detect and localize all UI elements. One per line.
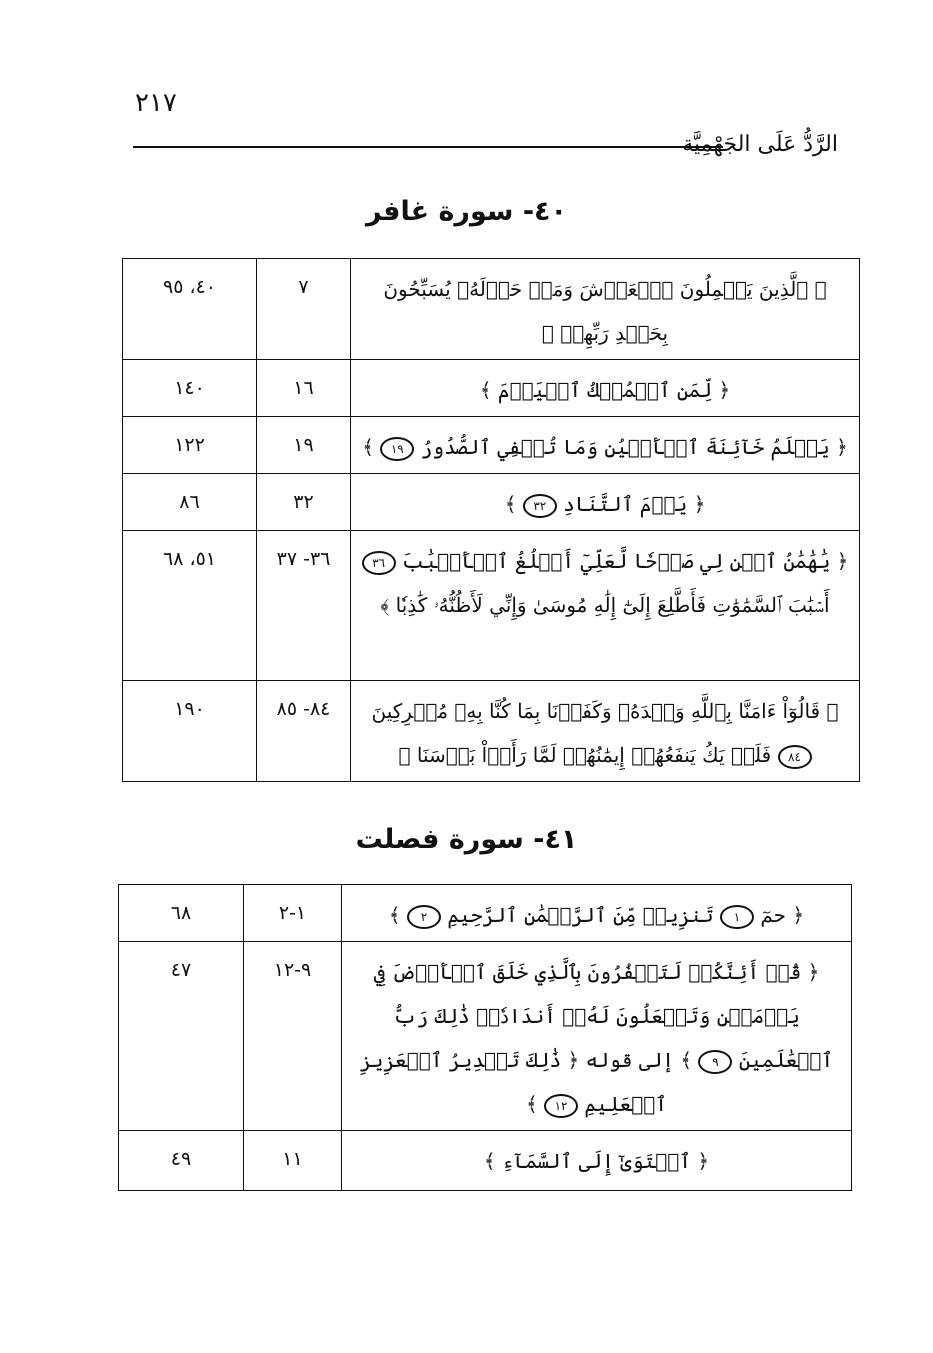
verse-text: ﴾ (504, 492, 517, 516)
verse-cell: ﴿ حمٓ ١ تَنزِيلٞ مِّنَ ٱلرَّحۡمَٰنِ ٱلرَ… (341, 884, 852, 942)
verse-table: ﴿ حمٓ ١ تَنزِيلٞ مِّنَ ٱلرَّحۡمَٰنِ ٱلرَ… (118, 884, 852, 1191)
page-references: ١٢٢ (122, 416, 257, 474)
verse-text: ﴿ ٱلَّذِينَ يَحۡمِلُونَ ٱلۡعَرۡشَ وَمَنۡ… (383, 277, 827, 345)
ayah-number: ١-٢ (243, 884, 342, 942)
table-row: ﴿ ٱلَّذِينَ يَحۡمِلُونَ ٱلۡعَرۡشَ وَمَنۡ… (122, 258, 860, 360)
verse-cell: ﴿ لِّمَنِ ٱلۡمُلۡكُ ٱلۡيَوۡمَ ﴾ (350, 359, 860, 417)
verse-cell: ﴿ قُلۡ أَئِنَّكُمۡ لَتَكۡفُرُونَ بِٱلَّذ… (341, 941, 852, 1131)
table-row: ﴿ يَٰهَٰمَٰنُ ٱبۡنِ لِي صَرۡحٗا لَّعَلِّ… (122, 530, 860, 681)
ayah-marker: ٢ (406, 904, 441, 929)
verse-text: ﴿ ٱسۡتَوَىٰٓ إِلَى ٱلسَّمَآءِ ﴾ (483, 1149, 710, 1173)
verse-text: ﴿ قُلۡ أَئِنَّكُمۡ لَتَكۡفُرُونَ بِٱلَّذ… (373, 960, 834, 1072)
verse-text: ﴿ يَعۡلَمُ خَآئِنَةَ ٱلۡأَعۡيُنِ وَمَا ت… (420, 435, 848, 459)
verse-cell: ﴿ قَالُوٓاْ ءَامَنَّا بِٱللَّهِ وَحۡدَهُ… (350, 680, 860, 782)
table-row: ﴿ حمٓ ١ تَنزِيلٞ مِّنَ ٱلرَّحۡمَٰنِ ٱلرَ… (118, 884, 852, 942)
table-row: ﴿ يَوۡمَ ٱلتَّنَادِ ٣٢ ﴾ ٣٢ ٨٦ (122, 473, 860, 531)
verse-cell: ﴿ يَوۡمَ ٱلتَّنَادِ ٣٢ ﴾ (350, 473, 860, 531)
verse-text: ﴿ قَالُوٓاْ ءَامَنَّا بِٱللَّهِ وَحۡدَهُ… (371, 699, 839, 723)
verse-cell: ﴿ يَٰهَٰمَٰنُ ٱبۡنِ لِي صَرۡحٗا لَّعَلِّ… (350, 530, 860, 681)
table-row: ﴿ قُلۡ أَئِنَّكُمۡ لَتَكۡفُرُونَ بِٱلَّذ… (118, 941, 852, 1131)
ayah-number: ٣٢ (256, 473, 351, 531)
verse-text: أَسۡبَٰبَ ٱلسَّمَٰوَٰتِ فَأَطَّلِعَ إِلَ… (380, 593, 830, 617)
verse-text: تَنزِيلٞ مِّنَ ٱلرَّحۡمَٰنِ ٱلرَّحِيمِ (447, 903, 714, 927)
verse-text: ﴿ لِّمَنِ ٱلۡمُلۡكُ ٱلۡيَوۡمَ ﴾ (479, 378, 731, 402)
verse-cell: ﴿ ٱسۡتَوَىٰٓ إِلَى ٱلسَّمَآءِ ﴾ (341, 1130, 852, 1191)
ayah-marker: ١٢ (544, 1093, 579, 1118)
verse-text: ﴾ (362, 435, 374, 459)
ayah-marker: ١ (720, 904, 754, 929)
verse-cell: ﴿ ٱلَّذِينَ يَحۡمِلُونَ ٱلۡعَرۡشَ وَمَنۡ… (350, 258, 860, 360)
verse-table: ﴿ ٱلَّذِينَ يَحۡمِلُونَ ٱلۡعَرۡشَ وَمَنۡ… (122, 258, 860, 782)
page-references: ٥١، ٦٨ (122, 530, 257, 681)
ayah-number: ٨٤- ٨٥ (256, 680, 351, 782)
page-references: ٦٨ (118, 884, 244, 942)
page-references: ٤٩ (118, 1130, 244, 1191)
verse-text: ﴾ (525, 1092, 538, 1116)
verse-text: فَلَمۡ يَكُ يَنفَعُهُمۡ إِيمَٰنُهُمۡ لَم… (398, 743, 772, 767)
content: ٤٠- سورة غافر ﴿ ٱلَّذِينَ يَحۡمِلُونَ ٱل… (118, 196, 860, 1191)
verse-text: ﴾ إلى قوله ﴿ ذَٰلِكَ تَقۡدِيرُ ٱلۡعَزِيز… (359, 1048, 693, 1116)
ayah-number: ٩-١٢ (243, 941, 342, 1131)
page-references: ٨٦ (122, 473, 257, 531)
ayah-marker: ١٩ (380, 436, 415, 461)
ayah-number: ١١ (243, 1130, 342, 1191)
section-title: ٤٠- سورة غافر (366, 196, 567, 227)
page-references: ٤٧ (118, 941, 244, 1131)
page-references: ٤٠، ٩٥ (122, 258, 257, 360)
page-references: ١٩٠ (122, 680, 257, 782)
page-number: ٢١٧ (135, 88, 177, 118)
verse-cell: ﴿ يَعۡلَمُ خَآئِنَةَ ٱلۡأَعۡيُنِ وَمَا ت… (350, 416, 860, 474)
ayah-number: ٣٦- ٣٧ (256, 530, 351, 681)
section-title: ٤١- سورة فصلت (355, 824, 578, 855)
table-row: ﴿ يَعۡلَمُ خَآئِنَةَ ٱلۡأَعۡيُنِ وَمَا ت… (122, 416, 860, 474)
table-row: ﴿ لِّمَنِ ٱلۡمُلۡكُ ٱلۡيَوۡمَ ﴾ ١٦ ١٤٠ (122, 359, 860, 417)
verse-text: ﴾ (388, 903, 401, 927)
header-rule (133, 146, 723, 148)
verse-text: ﴿ حمٓ (760, 903, 805, 927)
table-row: ﴿ قَالُوٓاْ ءَامَنَّا بِٱللَّهِ وَحۡدَهُ… (122, 680, 860, 782)
ayah-marker: ٣٦ (361, 550, 396, 575)
running-head: الرَّدُّ عَلَى الجَهْمِيَّة (682, 132, 838, 157)
ayah-marker: ٨٤ (777, 744, 812, 769)
ayah-marker: ٣٢ (522, 493, 557, 518)
ayah-marker: ٩ (698, 1049, 733, 1074)
table-row: ﴿ ٱسۡتَوَىٰٓ إِلَى ٱلسَّمَآءِ ﴾ ١١ ٤٩ (118, 1130, 852, 1191)
ayah-number: ١٦ (256, 359, 351, 417)
ayah-number: ٧ (256, 258, 351, 360)
page-references: ١٤٠ (122, 359, 257, 417)
verse-text: ﴿ يَٰهَٰمَٰنُ ٱبۡنِ لِي صَرۡحٗا لَّعَلِّ… (401, 549, 849, 573)
verse-text: ﴿ يَوۡمَ ٱلتَّنَادِ (563, 492, 706, 516)
ayah-number: ١٩ (256, 416, 351, 474)
